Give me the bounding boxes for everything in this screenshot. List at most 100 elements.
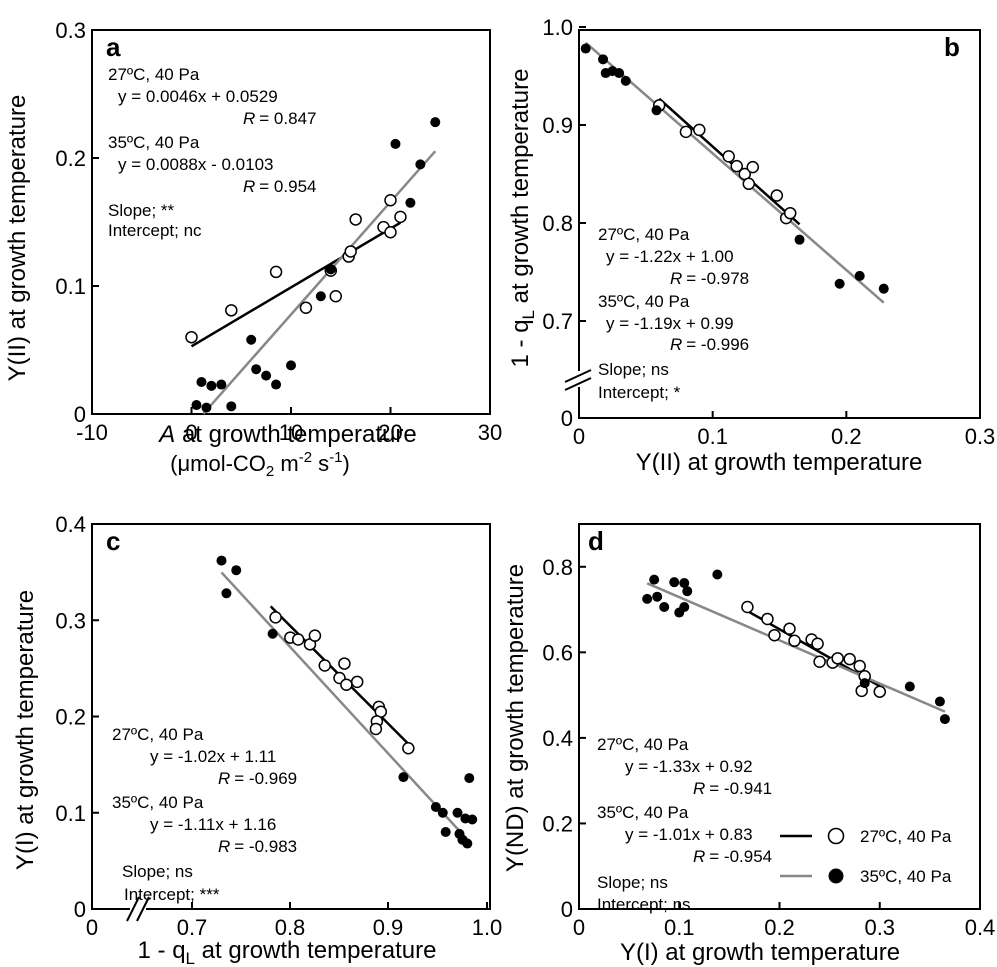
xtick-label-a: 30 bbox=[478, 420, 502, 445]
annotations-c: 27ºC, 40 Pa y = -1.02x + 1.11 R = -0.969 … bbox=[112, 725, 297, 904]
data-point-d-35c bbox=[682, 586, 693, 597]
ytick-label-b: 1.0 bbox=[542, 15, 573, 40]
data-point-c-27c bbox=[308, 629, 322, 642]
ann-b-s1-r: R = -0.978 bbox=[670, 269, 749, 288]
ann-d-s1-r: R = -0.941 bbox=[693, 779, 772, 798]
data-point-d-27c bbox=[788, 634, 801, 648]
data-point-a-35c bbox=[315, 291, 326, 302]
ann-a-s1-head: 27ºC, 40 Pa bbox=[108, 65, 200, 84]
data-point-a-27c bbox=[225, 304, 238, 317]
xtick-label-d: 0.4 bbox=[965, 915, 996, 940]
data-point-a-27c bbox=[394, 210, 407, 224]
ytick-label-d: 0.4 bbox=[542, 726, 573, 751]
data-point-d-27c bbox=[783, 622, 796, 636]
ytick-label-a: 0 bbox=[74, 402, 86, 427]
ann-c-s2-r: R = -0.983 bbox=[218, 837, 297, 856]
xtick-label-c: 1.0 bbox=[472, 915, 503, 940]
data-point-d-27c bbox=[761, 612, 774, 626]
plot-b: 0 0.7 0.8 0.9 1.0 0 0.1 0.2 0.3 bbox=[542, 15, 995, 449]
axis-break-mark-c bbox=[136, 896, 150, 922]
data-point-b-27c bbox=[693, 123, 706, 137]
xlabel-b: Y(II) at growth temperature bbox=[636, 449, 923, 476]
data-point-b-27c bbox=[742, 177, 756, 191]
data-point-b-35c bbox=[598, 54, 609, 65]
ann-d-s1-head: 27ºC, 40 Pa bbox=[597, 735, 689, 754]
data-point-a-35c bbox=[196, 377, 207, 387]
ann-a-s2-head: 35ºC, 40 Pa bbox=[108, 133, 200, 152]
xtick-label-a: 10 bbox=[279, 420, 303, 445]
data-point-d-27c bbox=[811, 637, 824, 651]
ytick-label-a: 0.2 bbox=[55, 146, 86, 171]
xlabel-a-rest: at growth temperature bbox=[175, 421, 416, 448]
data-point-c-35c bbox=[398, 772, 409, 783]
data-point-a-35c bbox=[226, 401, 237, 412]
fit-line-c-35c bbox=[220, 571, 471, 843]
ann-d-s2-eq: y = -1.01x + 0.83 bbox=[625, 825, 753, 844]
data-point-a-27c bbox=[384, 193, 397, 207]
data-point-c-27c bbox=[291, 633, 305, 646]
ytick-label-b: 0.7 bbox=[542, 309, 573, 334]
data-point-a-35c bbox=[415, 159, 426, 170]
data-point-b-35c bbox=[614, 68, 625, 79]
xtick-label-d: 0.3 bbox=[864, 915, 895, 940]
ytick-label-a: 0.1 bbox=[55, 274, 86, 299]
fit-line-b-35c bbox=[584, 41, 885, 304]
axis-break-mark-b bbox=[564, 377, 592, 391]
annotations-a: 27ºC, 40 Pa y = 0.0046x + 0.0529 R = 0.84… bbox=[108, 65, 316, 240]
panel-label-a: a bbox=[106, 32, 121, 62]
data-point-a-27c bbox=[344, 245, 357, 258]
ann-a-s2-r: R = 0.954 bbox=[243, 177, 316, 196]
annotations-b: 27ºC, 40 Pa y = -1.22x + 1.00 R = -0.978 … bbox=[598, 225, 749, 402]
ytick-label-c: 0.4 bbox=[55, 512, 86, 537]
data-point-b-35c bbox=[878, 283, 889, 294]
xtick-label-b: 0.3 bbox=[965, 424, 996, 449]
ann-b-s2-head: 35ºC, 40 Pa bbox=[598, 292, 690, 311]
data-point-a-35c bbox=[216, 379, 227, 390]
data-point-d-27c bbox=[853, 659, 866, 673]
data-point-a-35c bbox=[206, 380, 217, 391]
ytick-label-c: 0.3 bbox=[55, 608, 86, 633]
data-point-d-35c bbox=[859, 678, 870, 689]
data-point-a-35c bbox=[271, 379, 282, 390]
data-point-a-35c bbox=[325, 264, 336, 275]
data-point-a-35c bbox=[390, 138, 401, 149]
ylabel-d: Y(ND) at growth temperature bbox=[502, 564, 529, 872]
data-point-c-27c bbox=[402, 742, 415, 755]
ann-a-s1-r: R = 0.847 bbox=[243, 109, 316, 128]
data-point-b-27c bbox=[746, 160, 760, 174]
data-point-d-35c bbox=[679, 601, 690, 612]
xtick-label-b: 0 bbox=[573, 424, 585, 449]
ytick-label-b: 0.8 bbox=[542, 211, 573, 236]
data-point-b-35c bbox=[620, 75, 631, 86]
data-point-c-35c bbox=[216, 555, 227, 566]
xlabel-a: A at growth temperature bbox=[157, 421, 416, 448]
ann-c-slope: Slope; ns bbox=[122, 862, 193, 881]
plot-c: 0 0.1 0.2 0.3 0.4 0 0.7 0.8 0.9 1.0 bbox=[55, 512, 502, 940]
data-point-a-27c bbox=[349, 213, 362, 226]
ytick-label-d: 0.2 bbox=[542, 811, 573, 836]
data-point-b-35c bbox=[854, 270, 865, 281]
xtick-label-a: -10 bbox=[76, 420, 108, 445]
ann-b-s2-r: R = -0.996 bbox=[670, 335, 749, 354]
data-point-c-35c bbox=[437, 807, 448, 818]
axis-break-mark-c bbox=[126, 896, 140, 922]
data-point-b-35c bbox=[834, 278, 845, 289]
data-point-c-27c bbox=[338, 657, 351, 670]
ann-a-s2-eq: y = 0.0088x - 0.0103 bbox=[118, 155, 273, 174]
xtick-label-b: 0.2 bbox=[831, 424, 862, 449]
fit-line-a-27c bbox=[190, 221, 402, 348]
data-point-b-35c bbox=[580, 43, 591, 54]
data-point-d-27c bbox=[768, 628, 781, 642]
data-point-c-35c bbox=[462, 838, 473, 849]
ann-a-intercept: Intercept; nc bbox=[108, 221, 202, 240]
data-point-c-35c bbox=[452, 807, 463, 818]
ylabel-a: Y(II) at growth temperature bbox=[4, 95, 31, 382]
data-point-a-35c bbox=[251, 364, 262, 375]
data-point-c-27c bbox=[350, 675, 364, 689]
xtick-label-a: 0 bbox=[185, 420, 197, 445]
data-point-a-35c bbox=[286, 360, 296, 371]
xlabel-c: 1 - qL at growth temperature bbox=[138, 937, 437, 967]
ytick-label-c: 0.1 bbox=[55, 801, 86, 826]
ann-b-intercept: Intercept; * bbox=[598, 383, 681, 402]
panel-b: b 1 - qL at growth temperature Y(II) at … bbox=[507, 32, 960, 476]
